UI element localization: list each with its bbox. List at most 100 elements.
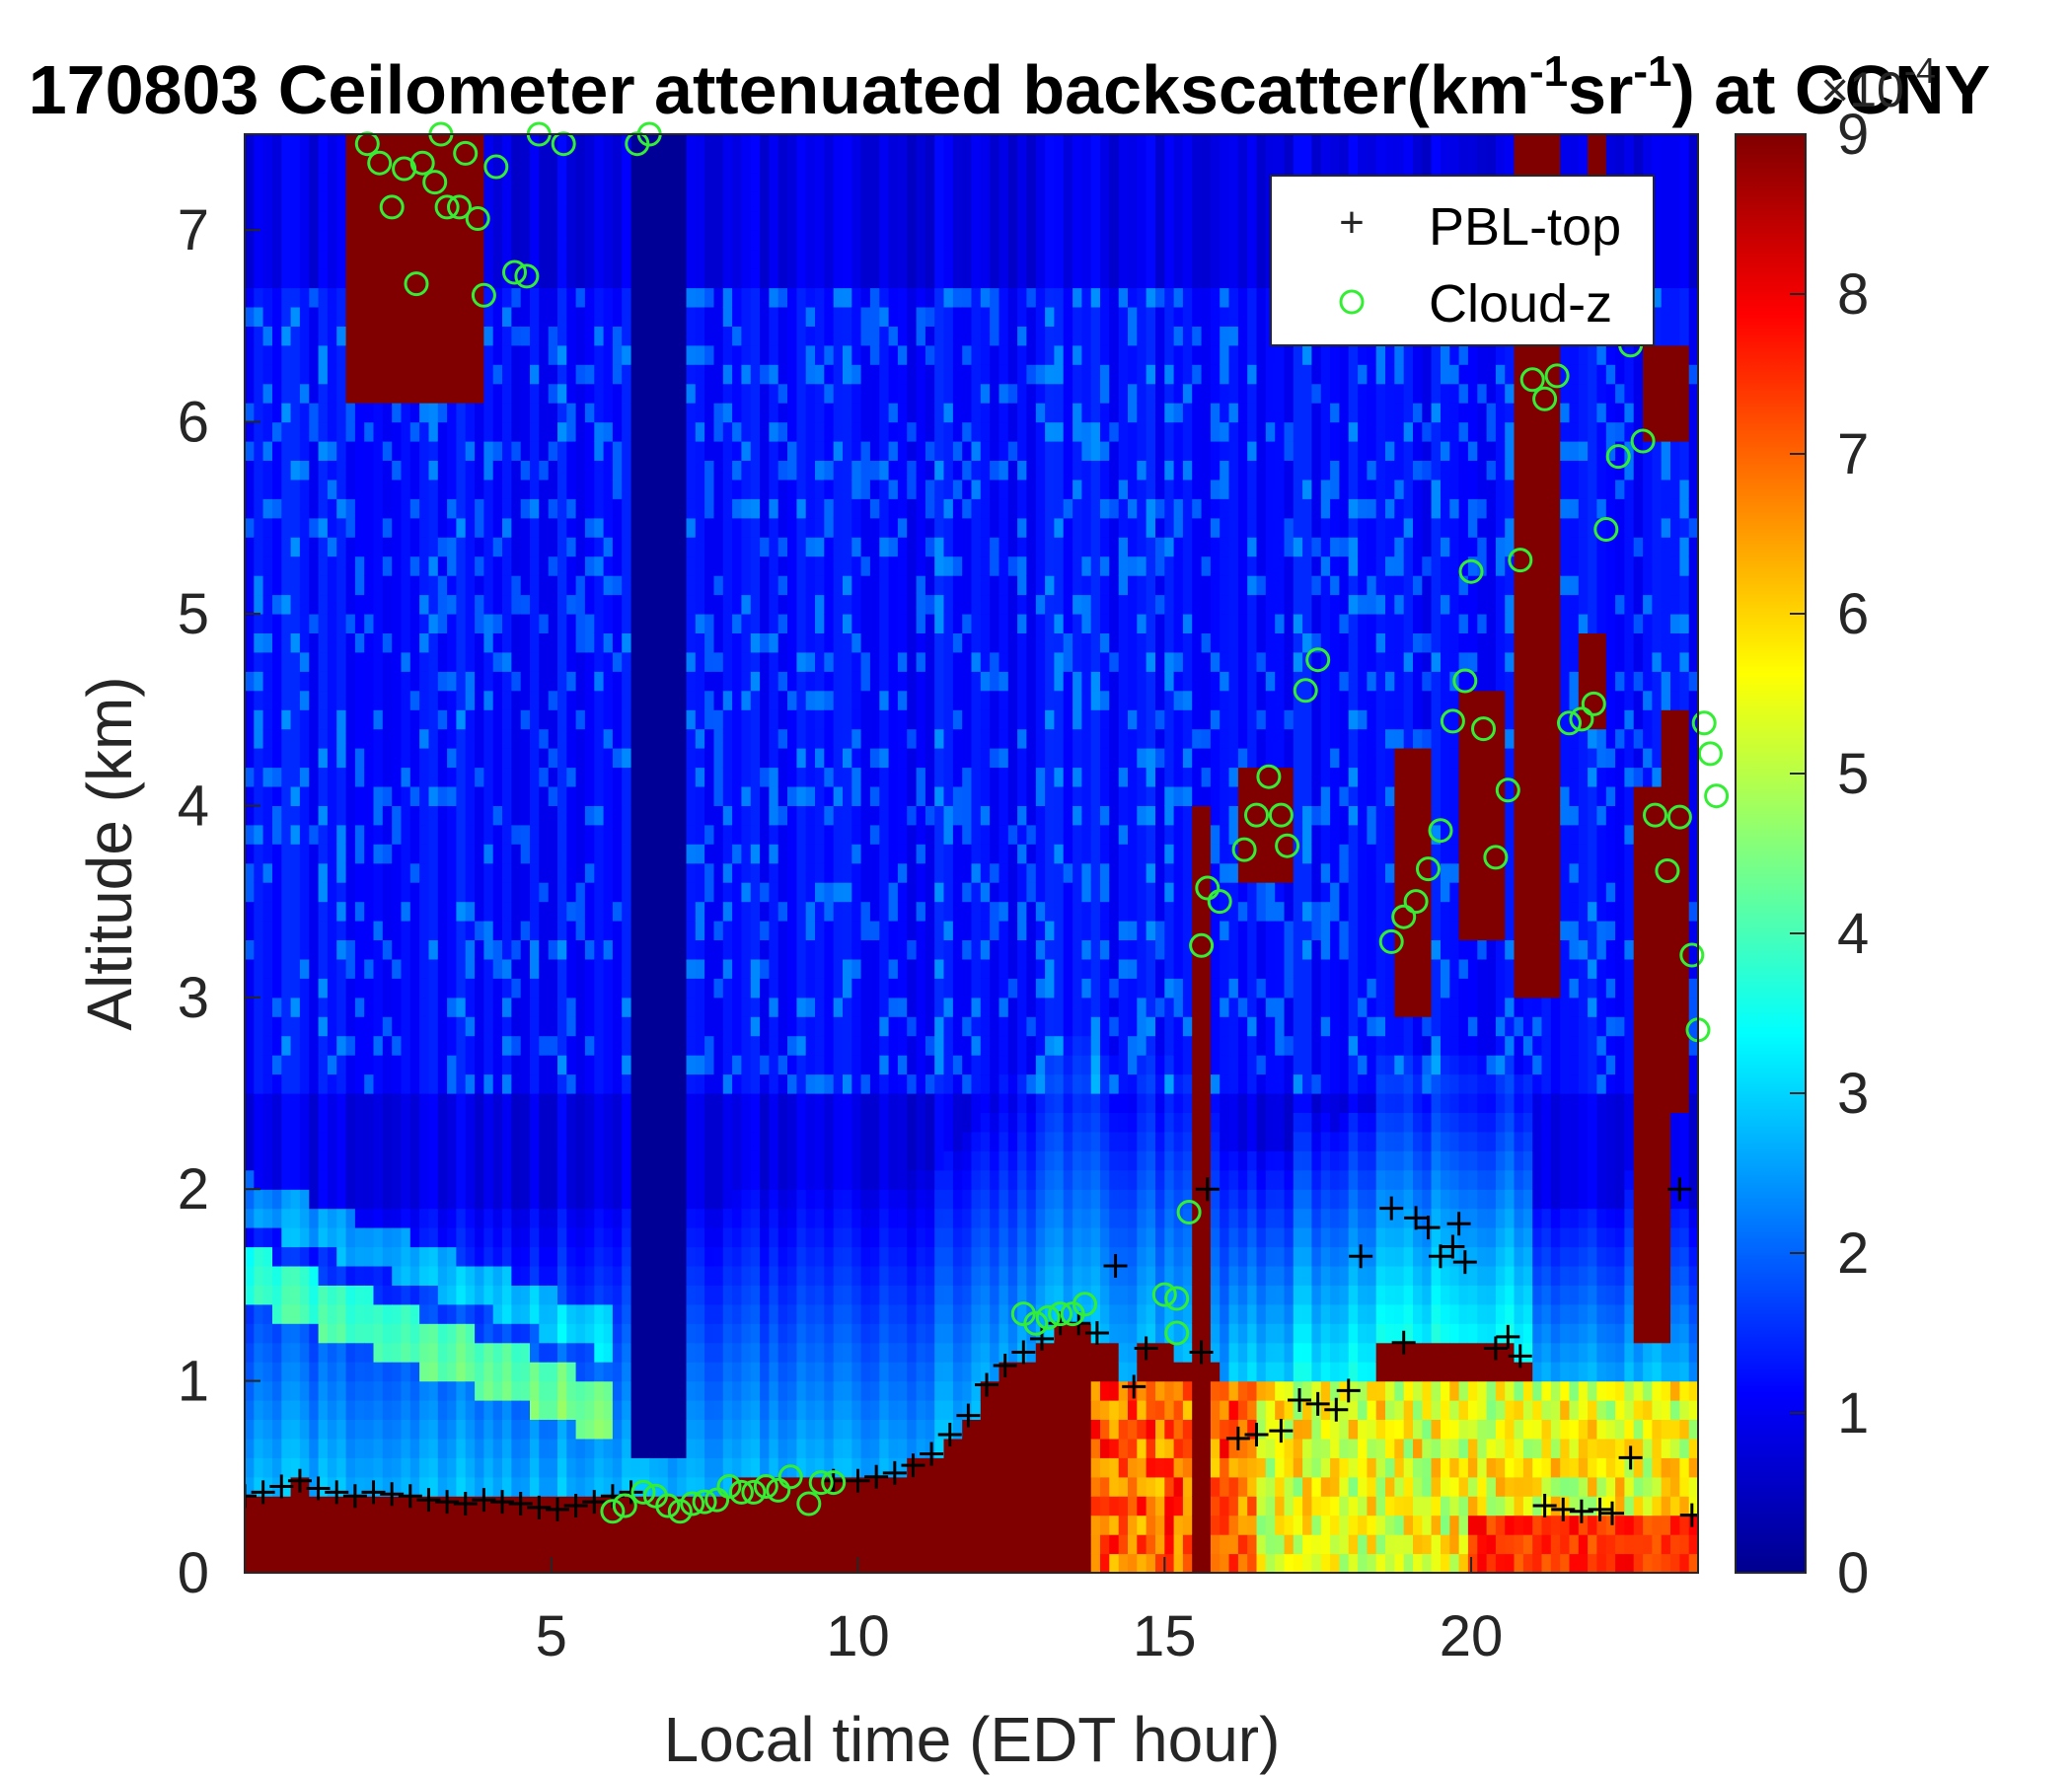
heatmap-cell <box>630 671 641 692</box>
heatmap-cell <box>603 844 614 864</box>
heatmap-cell <box>382 403 393 423</box>
heatmap-cell <box>318 1303 329 1324</box>
heatmap-cell <box>354 364 365 385</box>
heatmap-cell <box>686 958 697 979</box>
heatmap-cell <box>382 1285 393 1305</box>
heatmap-cell <box>760 921 770 940</box>
heatmap-cell <box>630 1285 641 1305</box>
heatmap-cell <box>345 1342 356 1363</box>
heatmap-cell <box>722 1323 733 1344</box>
heatmap-cell <box>630 1534 641 1555</box>
heatmap-cell <box>299 1400 310 1420</box>
heatmap-cell <box>575 555 586 576</box>
heatmap-cell <box>290 1073 301 1094</box>
heatmap-cell <box>382 1553 393 1573</box>
heatmap-cell <box>612 1496 623 1517</box>
heatmap-cell <box>336 805 347 826</box>
heatmap-cell <box>686 978 697 999</box>
heatmap-cell <box>575 728 586 749</box>
heatmap-cell <box>796 1323 807 1344</box>
heatmap-cell <box>354 939 365 960</box>
heatmap-cell <box>419 441 429 461</box>
heatmap-cell <box>557 1400 567 1420</box>
heatmap-cell <box>299 671 310 692</box>
heatmap-cell <box>299 997 310 1017</box>
heatmap-cell <box>584 651 595 672</box>
heatmap-cell <box>584 1169 595 1190</box>
heatmap-cell <box>354 824 365 845</box>
heatmap-cell <box>530 307 540 327</box>
heatmap-cell <box>327 441 337 461</box>
heatmap-cell <box>833 632 844 653</box>
heatmap-cell <box>695 517 705 538</box>
heatmap-cell <box>722 153 733 174</box>
heatmap-cell <box>833 479 844 499</box>
heatmap-cell <box>336 421 347 442</box>
heatmap-cell <box>392 882 403 903</box>
heatmap-cell <box>612 134 623 154</box>
heatmap-cell <box>345 441 356 461</box>
heatmap-cell <box>299 844 310 864</box>
heatmap-cell <box>843 901 852 922</box>
heatmap-cell <box>732 786 742 806</box>
heatmap-cell <box>594 249 605 269</box>
heatmap-cell <box>409 824 420 845</box>
heatmap-cell <box>722 690 733 710</box>
heatmap-cell <box>722 287 733 308</box>
heatmap-cell <box>245 939 255 960</box>
heatmap-cell <box>401 728 411 749</box>
heatmap-cell <box>401 690 411 710</box>
heatmap-cell <box>428 1227 439 1248</box>
heatmap-cell <box>428 268 439 289</box>
heatmap-cell <box>272 575 282 596</box>
heatmap-cell <box>318 1438 329 1458</box>
heatmap-cell <box>409 1303 420 1324</box>
heatmap-cell <box>750 134 761 154</box>
heatmap-cell <box>722 1457 733 1478</box>
heatmap-cell <box>483 901 494 922</box>
heatmap-cell <box>511 786 522 806</box>
heatmap-cell <box>336 326 347 346</box>
heatmap-cell <box>815 326 825 346</box>
heatmap-cell <box>539 1285 550 1305</box>
heatmap-cell <box>447 517 457 538</box>
heatmap-cell <box>354 441 365 461</box>
heatmap-cell <box>760 1055 770 1075</box>
heatmap-cell <box>318 479 329 499</box>
heatmap-cell <box>511 997 522 1017</box>
heatmap-cell <box>392 1303 403 1324</box>
heatmap-cell <box>483 1016 494 1037</box>
heatmap-cell <box>456 1362 467 1382</box>
heatmap-cell <box>686 1169 697 1190</box>
heatmap-cell <box>805 537 816 557</box>
heatmap-cell <box>760 191 770 212</box>
heatmap-cell <box>695 844 705 864</box>
heatmap-cell <box>741 1093 752 1113</box>
heatmap-cell <box>713 555 724 576</box>
heatmap-cell <box>843 1323 852 1344</box>
heatmap-cell <box>584 844 595 864</box>
heatmap-cell <box>548 307 558 327</box>
heatmap-cell <box>833 921 844 940</box>
heatmap-cell <box>777 172 788 192</box>
heatmap-cell <box>336 921 347 940</box>
heatmap-cell <box>447 1189 457 1210</box>
heatmap-cell <box>833 882 844 903</box>
heatmap-cell <box>299 1515 310 1535</box>
heatmap-cell <box>409 786 420 806</box>
heatmap-cell <box>777 555 788 576</box>
heatmap-cell <box>658 632 669 653</box>
heatmap-cell <box>364 1150 375 1171</box>
heatmap-cell <box>713 862 724 883</box>
heatmap-cell <box>409 709 420 730</box>
heatmap-cell <box>492 958 503 979</box>
heatmap-cell <box>502 1496 512 1517</box>
heatmap-cell <box>777 441 788 461</box>
heatmap-cell <box>401 939 411 960</box>
heatmap-cell <box>649 1073 660 1094</box>
heatmap-cell <box>447 671 457 692</box>
heatmap-cell <box>667 1457 678 1478</box>
heatmap-cell <box>419 1150 429 1171</box>
heatmap-cell <box>373 901 384 922</box>
heatmap-cell <box>428 1515 439 1535</box>
